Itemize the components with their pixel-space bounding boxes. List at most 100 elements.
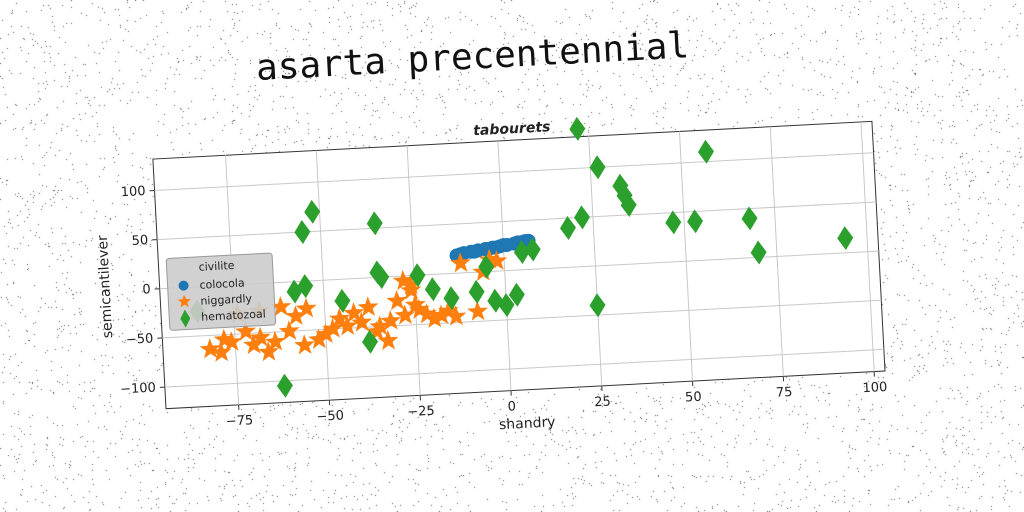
point-niggardly <box>210 341 232 362</box>
y-grid-line <box>157 201 877 241</box>
x-axis-ticks: −75 −50 −25 0 25 50 75 100 <box>225 371 888 430</box>
point-hematozoal <box>294 220 311 245</box>
point-niggardly <box>386 289 408 311</box>
point-hematozoal <box>569 116 586 141</box>
point-hematozoal <box>589 155 606 180</box>
y-tick-label: 50 <box>131 233 148 249</box>
point-hematozoal <box>620 193 637 218</box>
x-tick-label: −50 <box>316 408 344 424</box>
point-niggardly <box>343 302 365 323</box>
point-niggardly <box>221 331 243 352</box>
point-niggardly <box>270 296 292 317</box>
chart-rotated-group: −75 −50 −25 0 25 50 75 100 −100 −50 0 50 100 tabour… <box>95 116 888 433</box>
y-axis-label: semicantilever <box>95 235 116 339</box>
x-tick-label: 75 <box>776 385 793 401</box>
point-niggardly <box>294 334 315 355</box>
y-grid-line <box>162 299 882 339</box>
legend-box <box>165 252 277 331</box>
x-axis-label: shandry <box>499 414 556 433</box>
point-niggardly <box>351 311 373 332</box>
point-niggardly <box>450 252 471 273</box>
point-niggardly <box>369 315 391 336</box>
legend-entry-hematozoal: hematozoal <box>201 307 266 323</box>
point-hematozoal <box>304 199 321 224</box>
point-hematozoal <box>366 211 383 236</box>
point-niggardly <box>258 341 279 362</box>
point-hematozoal <box>478 254 495 279</box>
point-hematozoal <box>750 240 767 265</box>
point-niggardly <box>243 333 264 355</box>
point-niggardly <box>357 296 379 317</box>
point-niggardly <box>249 326 271 347</box>
point-hematozoal <box>468 279 485 304</box>
point-hematozoal <box>687 209 704 234</box>
y-tick-label: −50 <box>126 331 154 347</box>
legend-entry-niggardly: niggardly <box>200 292 253 308</box>
point-hematozoal <box>362 329 379 354</box>
point-niggardly <box>278 320 300 341</box>
point-niggardly <box>295 297 317 318</box>
x-tick-label: 100 <box>862 380 888 396</box>
point-niggardly <box>486 250 508 271</box>
point-hematozoal <box>524 237 541 262</box>
point-hematozoal <box>574 205 590 230</box>
point-hematozoal <box>424 277 441 302</box>
x-tick-label: 0 <box>507 399 516 414</box>
x-grid-line <box>678 131 694 382</box>
point-hematozoal <box>665 210 682 235</box>
point-hematozoal <box>409 263 426 288</box>
data-points <box>189 116 854 398</box>
grid-lines <box>154 121 884 405</box>
legend-entry-colocola: colocola <box>199 276 245 291</box>
point-niggardly <box>285 305 307 326</box>
x-grid-line <box>588 136 603 386</box>
x-tick-label: 50 <box>685 390 702 406</box>
point-niggardly <box>394 304 416 325</box>
point-niggardly <box>445 305 467 326</box>
point-colocola <box>489 240 504 255</box>
legend-marker-hematozoal <box>180 309 191 328</box>
point-hematozoal <box>334 288 351 313</box>
point-niggardly <box>315 323 337 344</box>
point-niggardly <box>400 279 422 300</box>
point-hematozoal <box>560 215 576 240</box>
point-hematozoal <box>741 206 758 231</box>
y-tick-label: 100 <box>120 184 146 200</box>
point-hematozoal <box>837 226 854 251</box>
point-niggardly <box>467 300 488 321</box>
x-tick-label: −25 <box>407 404 435 420</box>
plot-area <box>152 120 886 410</box>
point-hematozoal <box>297 274 314 299</box>
legend-title: civilite <box>198 259 235 274</box>
x-tick-label: −75 <box>225 413 253 429</box>
point-hematozoal <box>498 293 515 318</box>
point-hematozoal <box>513 240 530 265</box>
point-hematozoal <box>508 282 525 307</box>
point-niggardly <box>322 317 344 339</box>
y-tick-label: 0 <box>142 282 151 297</box>
point-niggardly <box>308 328 330 349</box>
point-hematozoal <box>373 265 390 290</box>
point-niggardly <box>377 329 399 351</box>
y-grid-line <box>154 152 874 191</box>
x-grid-line <box>769 126 784 377</box>
x-grid-line <box>315 150 330 401</box>
point-hematozoal <box>443 286 460 311</box>
y-axis-ticks: −100 −50 0 50 100 <box>120 184 165 397</box>
x-grid-line <box>860 121 875 372</box>
point-niggardly <box>235 320 256 341</box>
point-colocola <box>467 244 482 259</box>
point-niggardly <box>423 307 445 328</box>
legend-marker-niggardly <box>177 294 191 308</box>
point-niggardly <box>336 315 358 336</box>
point-hematozoal <box>286 279 303 304</box>
point-hematozoal <box>487 288 504 313</box>
point-hematozoal <box>589 293 606 318</box>
point-niggardly <box>380 310 402 331</box>
point-niggardly <box>264 330 286 352</box>
x-tick-label: 25 <box>594 394 611 410</box>
point-niggardly <box>430 304 452 325</box>
legend: civilite colocola niggardly hematozoal <box>165 252 277 331</box>
point-hematozoal <box>698 139 714 164</box>
